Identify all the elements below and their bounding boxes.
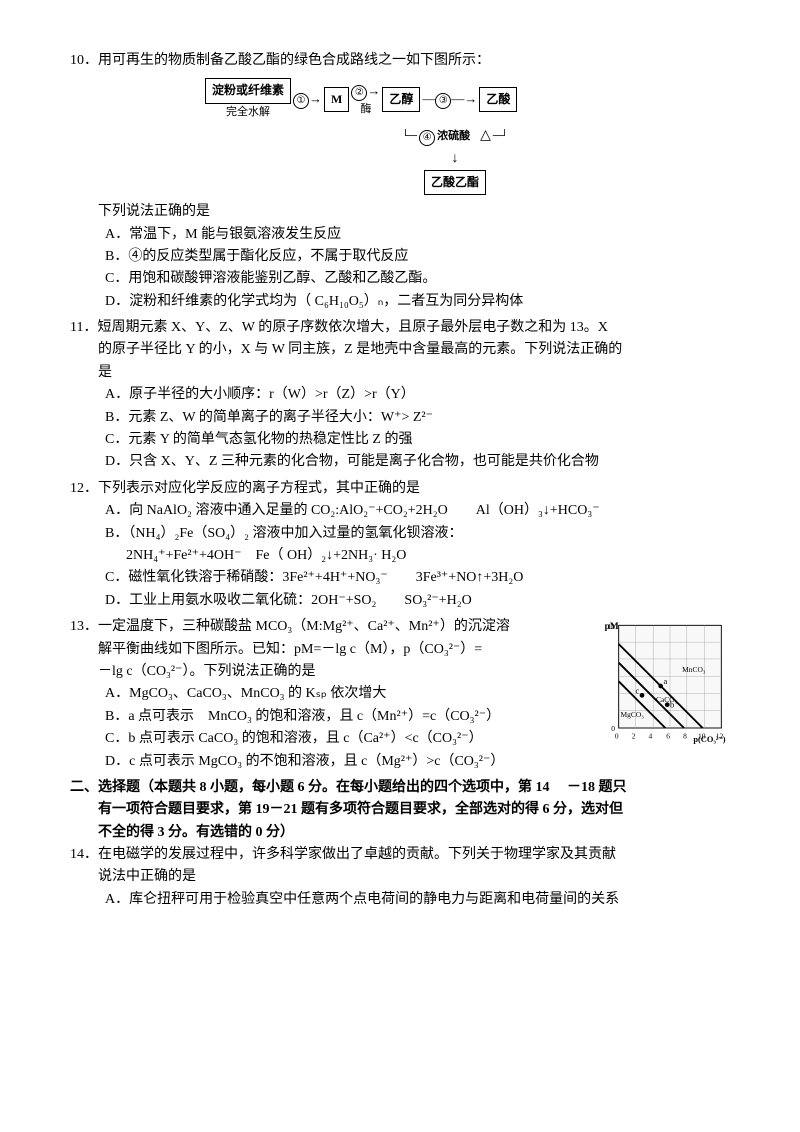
q12-option-a: A．向 NaAlO₂ 溶液中通入足量的 CO₂:AlO₂⁻+CO₂+2H₂O A… — [105, 500, 740, 522]
question-11: 11．短周期元素 X、Y、Z、W 的原子序数依次增大，且原子最外层电子数之和为 … — [70, 317, 740, 474]
q11-stem3: 是 — [70, 362, 740, 384]
point-c — [640, 693, 645, 698]
q13-stem3: －lg c（CO₃²⁻）。下列说法正确的是 — [70, 661, 590, 683]
q13-stem2: 解平衡曲线如下图所示。已知：pM=－lg c（M），p（CO₃²⁻）= — [70, 639, 590, 661]
q12-option-b: B．（NH₄）₂Fe（SO₄）₂ 溶液中加入过量的氢氧化钡溶液： — [105, 523, 740, 545]
q13-stem1: 一定温度下，三种碳酸盐 MCO₃（M:Mg²⁺、Ca²⁺、Mn²⁺）的沉淀溶 — [98, 619, 510, 634]
q14-stem1: 在电磁学的发展过程中，许多科学家做出了卓越的贡献。下列关于物理学家及其贡献 — [98, 847, 616, 862]
arrow-1: ①→ — [293, 89, 322, 110]
xtick-12: 12 — [716, 731, 724, 740]
curve-label-mn: MnCO₃ — [682, 665, 706, 674]
sec2-line1: 二、选择题（本题共 8 小题，每小题 6 分。在每小题给出的四个选项中，第 14… — [70, 780, 627, 795]
q13-option-c: C．b 点可表示 CaCO₃ 的饱和溶液，且 c（Ca²⁺）<c（CO₃²⁻） — [105, 728, 590, 750]
step-1-icon: ① — [293, 93, 309, 109]
q11-option-d: D．只含 X、Y、Z 三种元素的化合物，可能是离子化合物，也可能是共价化合物 — [105, 451, 740, 473]
q13-graph: a b c MnCO₃ CaCO₃ MgCO₃ pM p(CO₃²⁻) 12 0… — [600, 616, 740, 756]
q13-option-d: D．c 点可表示 MgCO₃ 的不饱和溶液，且 c（Mg²⁺）>c（CO₃²⁻） — [105, 751, 590, 773]
q11-number: 11． — [70, 320, 97, 335]
q13-option-a: A．MgCO₃、CaCO₃、MnCO₃ 的 Kₛₚ 依次增大 — [105, 683, 590, 705]
xtick-8: 8 — [683, 731, 687, 740]
xtick-10: 10 — [698, 731, 706, 740]
curve-label-mg: MgCO₃ — [621, 710, 645, 719]
xtick-6: 6 — [666, 731, 670, 740]
q10-stem: 用可再生的物质制备乙酸乙酯的绿色合成路线之一如下图所示： — [98, 53, 490, 68]
q14-stem2: 说法中正确的是 — [70, 866, 740, 888]
q10-option-b: B．④的反应类型属于酯化反应，不属于取代反应 — [105, 246, 740, 268]
step-2-icon: ② — [351, 85, 367, 101]
q10-option-a: A．常温下，M 能与银氨溶液发生反应 — [105, 224, 740, 246]
q11-option-c: C．元素 Y 的简单气态氢化物的热稳定性比 Z 的强 — [105, 429, 740, 451]
q10-option-c: C．用饱和碳酸钾溶液能鉴别乙醇、乙酸和乙酸乙酯。 — [105, 268, 740, 290]
q12-option-c: C．磁性氧化铁溶于稀硝酸：3Fe²⁺+4H⁺+NO₃⁻ 3Fe³⁺+NO↑+3H… — [105, 567, 740, 589]
arrow-down2-icon: ─┘ — [493, 128, 509, 146]
q12-option-d: D．工业上用氨水吸收二氧化硫：2OH⁻+SO₂ SO₃²⁻+H₂O — [105, 590, 740, 612]
q11-option-a: A．原子半径的大小顺序：r（W）>r（Z）>r（Y） — [105, 384, 740, 406]
q13-option-b: B．a 点可表示 MnCO₃ 的饱和溶液，且 c（Mn²⁺）=c（CO₃²⁻） — [105, 706, 590, 728]
diagram-box-m: M — [324, 87, 349, 112]
diagram-box-starch: 淀粉或纤维素 — [205, 78, 291, 103]
q12-stem: 下列表示对应化学反应的离子方程式，其中正确的是 — [98, 481, 420, 496]
q10-option-d: D．淀粉和纤维素的化学式均为（ C₆H₁₀O₅）ₙ，二者互为同分异构体 — [105, 291, 740, 313]
diagram-label-enzyme: 酶 — [360, 101, 371, 119]
q12-number: 12． — [70, 481, 98, 496]
point-a — [658, 684, 663, 689]
diagram-box-ethanol: 乙醇 — [382, 87, 420, 112]
q10-follow: 下列说法正确的是 — [70, 201, 740, 223]
xtick-4: 4 — [649, 731, 653, 740]
ytick-12: 12 — [607, 622, 615, 631]
diagram-label-hydrolysis: 完全水解 — [226, 104, 270, 122]
q12-option-b2: 2NH₄⁺+Fe²⁺+4OH⁻ Fe（ OH）₂↓+2NH₃· H₂O — [105, 545, 740, 567]
arrow-3: —③—→ — [422, 89, 477, 110]
question-14: 14．在电磁学的发展过程中，许多科学家做出了卓越的贡献。下列关于物理学家及其贡献… — [70, 844, 740, 911]
xtick-2: 2 — [632, 731, 636, 740]
step-4-icon: ④ — [419, 130, 435, 146]
q11-option-b: B．元素 Z、W 的简单离子的离子半径大小：W⁺> Z²⁻ — [105, 407, 740, 429]
synthesis-diagram: 淀粉或纤维素 完全水解 ①→ M ②→ 酶 乙醇 —③—→ 乙酸 └─ ④ 浓硫… — [205, 78, 605, 195]
delta-icon: △ — [480, 125, 491, 147]
q11-stem2: 的原子半径比 Y 的小，X 与 W 同主族，Z 是地壳中含量最高的元素。下列说法… — [70, 339, 740, 361]
arrow-down3-icon: ↓ — [452, 148, 459, 170]
question-12: 12．下列表示对应化学反应的离子方程式，其中正确的是 A．向 NaAlO₂ 溶液… — [70, 478, 740, 612]
q14-option-a: A．库仑扭秤可用于检验真空中任意两个点电荷间的静电力与距离和电荷量间的关系 — [105, 889, 740, 911]
q11-stem1: 短周期元素 X、Y、Z、W 的原子序数依次增大，且原子最外层电子数之和为 13。… — [97, 320, 607, 335]
sec2-line2: 有一项符合题目要求，第 19－21 题有多项符合题目要求，全部选对的得 6 分，… — [70, 799, 740, 821]
arrow-down-icon: └─ — [402, 128, 418, 146]
curve-label-ca: CaCO₃ — [656, 695, 678, 704]
arrow-2: ②→ — [351, 81, 380, 102]
section-2-header: 二、选择题（本题共 8 小题，每小题 6 分。在每小题给出的四个选项中，第 14… — [70, 777, 740, 844]
step-3-icon: ③ — [435, 93, 451, 109]
question-10: 10．用可再生的物质制备乙酸乙酯的绿色合成路线之一如下图所示： 淀粉或纤维素 完… — [70, 50, 740, 313]
question-13: 13．一定温度下，三种碳酸盐 MCO₃（M:Mg²⁺、Ca²⁺、Mn²⁺）的沉淀… — [70, 616, 740, 773]
diagram-box-acetic: 乙酸 — [479, 87, 517, 112]
label-c: c — [635, 687, 639, 696]
exam-page: 10．用可再生的物质制备乙酸乙酯的绿色合成路线之一如下图所示： 淀粉或纤维素 完… — [0, 0, 800, 1132]
diagram-box-ester: 乙酸乙酯 — [424, 170, 486, 195]
q14-number: 14． — [70, 847, 98, 862]
diagram-label-acid: 浓硫酸 — [437, 128, 470, 146]
arrow-4: ④ — [419, 126, 435, 147]
q10-number: 10． — [70, 53, 98, 68]
q13-number: 13． — [70, 619, 98, 634]
xtick-0: 0 — [615, 731, 619, 740]
sec2-line3: 不全的得 3 分。有选错的 0 分） — [70, 822, 740, 844]
label-a: a — [663, 677, 667, 686]
